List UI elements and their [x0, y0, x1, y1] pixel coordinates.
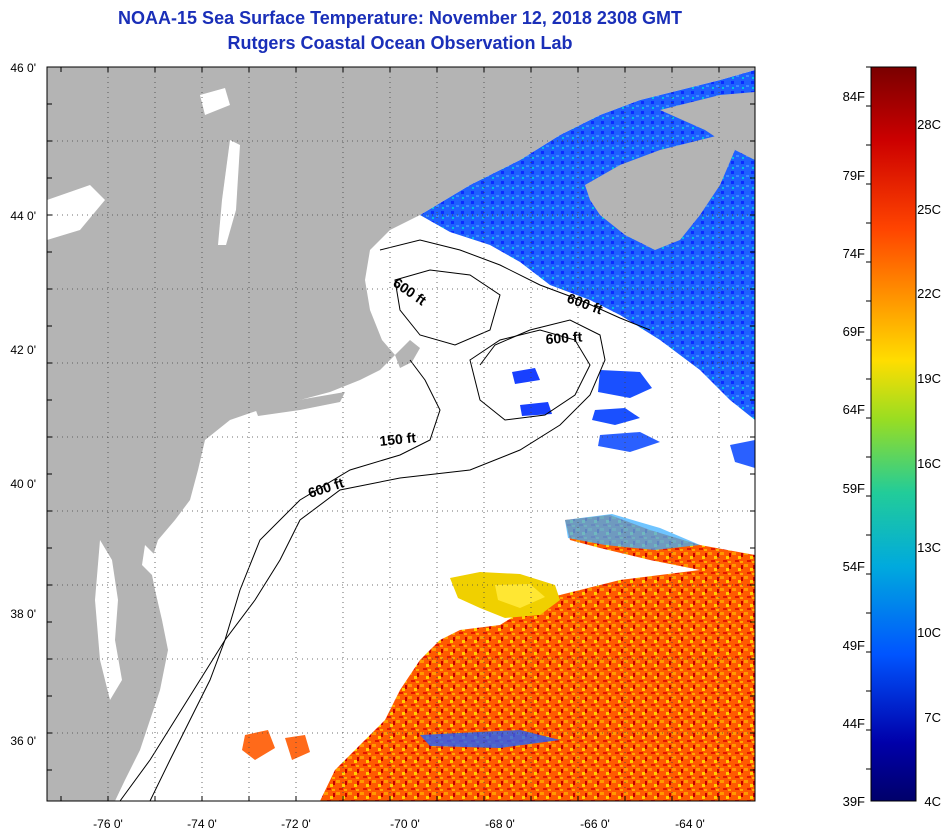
- lon-label-74: -74 0': [187, 817, 217, 831]
- nova-scotia: [585, 135, 735, 250]
- map-subtitle: Rutgers Coastal Ocean Observation Lab: [227, 33, 573, 53]
- map-title: NOAA-15 Sea Surface Temperature: Novembe…: [118, 8, 682, 28]
- inland-water: [47, 88, 240, 700]
- contour-label-3: 600 ft: [545, 328, 583, 347]
- cbar-c-10: 10C: [917, 625, 941, 640]
- cbar-f-74: 74F: [843, 246, 865, 261]
- longitude-labels: -76 0' -74 0' -72 0' -70 0' -68 0' -66 0…: [93, 817, 705, 831]
- cbar-f-69: 69F: [843, 324, 865, 339]
- lat-label-38: 38 0': [10, 607, 36, 621]
- cbar-f-79: 79F: [843, 168, 865, 183]
- eddy-core: [495, 584, 545, 608]
- cbar-c-4: 4C: [924, 794, 941, 809]
- contour-600ft-shelf: [119, 319, 606, 801]
- bathymetry-contours: [119, 239, 651, 801]
- cbar-c-13: 13C: [917, 540, 941, 555]
- cbar-c-22: 22C: [917, 286, 941, 301]
- land: [47, 67, 755, 801]
- colorbar-f-labels: 84F 79F 74F 69F 64F 59F 54F 49F 44F 39F: [843, 89, 865, 809]
- lake-champlain: [218, 140, 240, 245]
- cbar-f-59: 59F: [843, 481, 865, 496]
- lake-winnipesaukee: [200, 88, 230, 115]
- cbar-f-84: 84F: [843, 89, 865, 104]
- warm-water-region: [320, 515, 755, 801]
- cbar-c-16: 16C: [917, 456, 941, 471]
- cool-patch-1: [598, 370, 652, 398]
- lat-label-46: 46 0': [10, 61, 36, 75]
- warm-spot-2: [285, 735, 310, 760]
- axis-ticks: [47, 66, 871, 801]
- lon-label-76: -76 0': [93, 817, 123, 831]
- long-island: [255, 392, 345, 416]
- latitude-labels: 46 0' 44 0' 42 0' 40 0' 38 0' 36 0': [10, 61, 36, 748]
- contour-150ft: [149, 359, 441, 801]
- cbar-f-44: 44F: [843, 716, 865, 731]
- cbar-f-54: 54F: [843, 559, 865, 574]
- map-frame: [46, 66, 756, 802]
- lon-label-70: -70 0': [390, 817, 420, 831]
- us-landmass: [47, 67, 755, 801]
- chesapeake-bay: [95, 540, 122, 700]
- warm-spot-1: [242, 730, 275, 760]
- cool-streak: [420, 730, 560, 748]
- lon-label-68: -68 0': [485, 817, 515, 831]
- contour-gulf-basin: [394, 269, 501, 346]
- contour-600ft-gulf: [379, 239, 651, 331]
- lat-label-40: 40 0': [10, 477, 36, 491]
- cbar-f-64: 64F: [843, 402, 865, 417]
- lon-label-64: -64 0': [675, 817, 705, 831]
- graticule: [47, 67, 755, 801]
- cbar-f-49: 49F: [843, 638, 865, 653]
- cbar-f-39: 39F: [843, 794, 865, 809]
- frontal-fringe: [565, 514, 700, 550]
- contour-label-4: 150 ft: [379, 429, 417, 449]
- cbar-c-7: 7C: [924, 710, 941, 725]
- lat-label-36: 36 0': [10, 734, 36, 748]
- lon-label-72: -72 0': [281, 817, 311, 831]
- cbar-c-19: 19C: [917, 371, 941, 386]
- cape-cod: [395, 340, 420, 368]
- cool-patch-3: [598, 432, 660, 452]
- lake-ontario-edge: [47, 185, 105, 240]
- colorbar: [870, 66, 917, 802]
- cool-patch-6: [520, 402, 552, 416]
- cool-patch-4: [730, 440, 755, 468]
- new-brunswick: [660, 92, 755, 160]
- delaware-bay: [142, 545, 160, 575]
- cbar-c-28: 28C: [917, 117, 941, 132]
- cool-patch-5: [512, 368, 540, 384]
- colorbar-c-labels: 28C 25C 22C 19C 16C 13C 10C 7C 4C: [917, 117, 941, 809]
- lon-label-66: -66 0': [580, 817, 610, 831]
- lat-label-44: 44 0': [10, 209, 36, 223]
- lat-label-42: 42 0': [10, 343, 36, 357]
- cool-patch-2: [592, 408, 640, 425]
- cbar-c-25: 25C: [917, 202, 941, 217]
- contour-georges: [469, 329, 591, 421]
